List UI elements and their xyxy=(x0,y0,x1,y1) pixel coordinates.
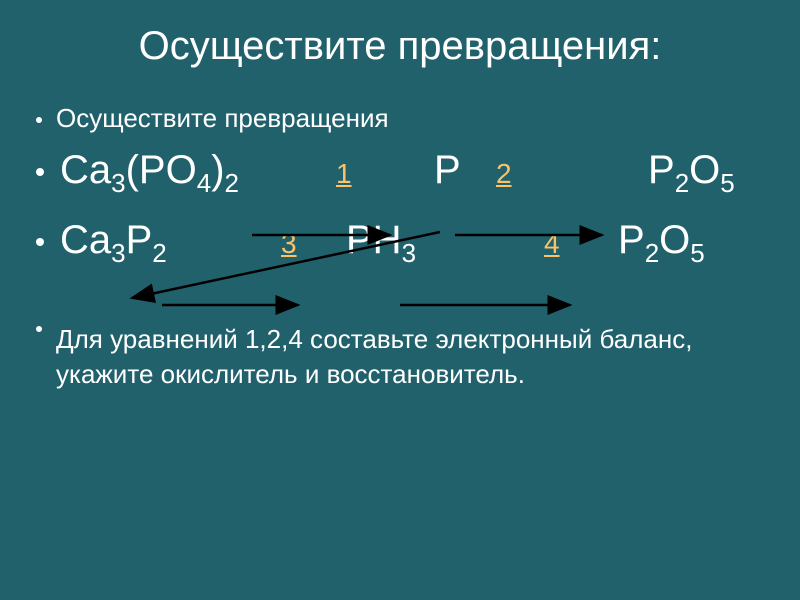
slide-title: Осуществите превращения: xyxy=(36,24,764,69)
bullet-dot xyxy=(36,168,44,176)
step-3: 3 xyxy=(281,228,297,260)
step-2: 2 xyxy=(496,158,512,190)
formula-ph3: PH3 xyxy=(346,220,416,266)
formula-p: P xyxy=(434,150,461,190)
formula-p2o5-b: P2O5 xyxy=(618,220,705,266)
bullet-dot xyxy=(36,326,42,332)
formula-p2o5-a: P2O5 xyxy=(648,150,735,196)
step-1: 1 xyxy=(336,158,352,190)
bullet-dot xyxy=(36,117,42,123)
step-4: 4 xyxy=(544,228,560,260)
footer-row: Для уравнений 1,2,4 составьте электронны… xyxy=(36,312,764,392)
formula-ca3p2: Ca3P2 xyxy=(60,220,167,266)
formula-ca3po4: Ca3(PO4)2 xyxy=(60,150,239,196)
subtitle-text: Осуществите превращения xyxy=(56,103,389,134)
slide: Осуществите превращения: Осуществите пре… xyxy=(0,0,800,600)
chem-area: Ca3(PO4)2 1 P 2 P2O5 Ca3P2 3 PH3 4 P2O5 xyxy=(36,142,764,312)
footer-text: Для уравнений 1,2,4 составьте электронны… xyxy=(56,322,764,392)
subtitle-row: Осуществите превращения xyxy=(36,103,764,134)
bullet-dot xyxy=(36,238,44,246)
